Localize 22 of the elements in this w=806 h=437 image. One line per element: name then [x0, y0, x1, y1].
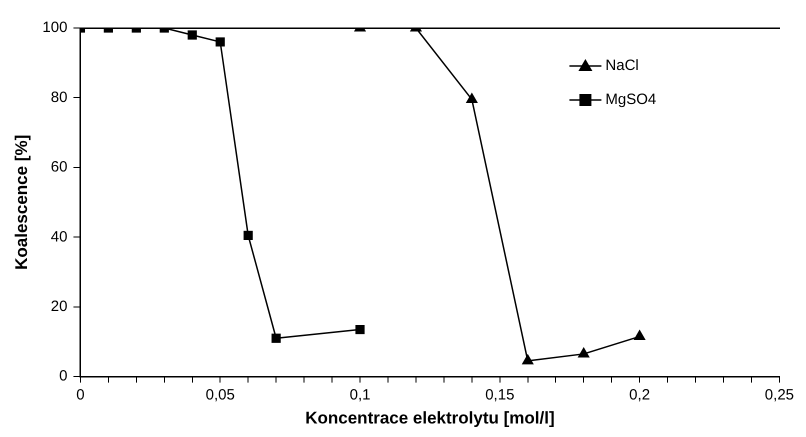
- y-tick-label: 60: [50, 158, 68, 176]
- legend-label: MgSO4: [605, 91, 656, 108]
- x-tick-label: 0,1: [350, 386, 370, 404]
- x-axis-title: Koncentrace elektrolytu [mol/l]: [305, 408, 555, 428]
- y-tick-label: 100: [42, 19, 68, 36]
- y-tick-label: 40: [50, 228, 68, 246]
- x-tick-label: 0: [76, 386, 85, 404]
- y-axis-title: Koalescence [%]: [12, 134, 31, 270]
- x-tick-label: 0,25: [764, 386, 794, 404]
- point: [522, 354, 534, 364]
- x-tick-label: 0,2: [629, 386, 650, 404]
- legend-label: NaCl: [605, 57, 639, 74]
- point: [634, 330, 646, 340]
- x-tick-label: 0,05: [206, 386, 235, 404]
- point: [244, 230, 253, 240]
- y-tick-label: 20: [50, 298, 68, 316]
- point: [272, 334, 281, 343]
- point: [355, 324, 365, 334]
- point: [578, 346, 590, 358]
- y-tick-label: 0: [59, 368, 68, 385]
- y-tick-label: 80: [50, 88, 68, 106]
- x-tick-label: 0,15: [485, 386, 514, 404]
